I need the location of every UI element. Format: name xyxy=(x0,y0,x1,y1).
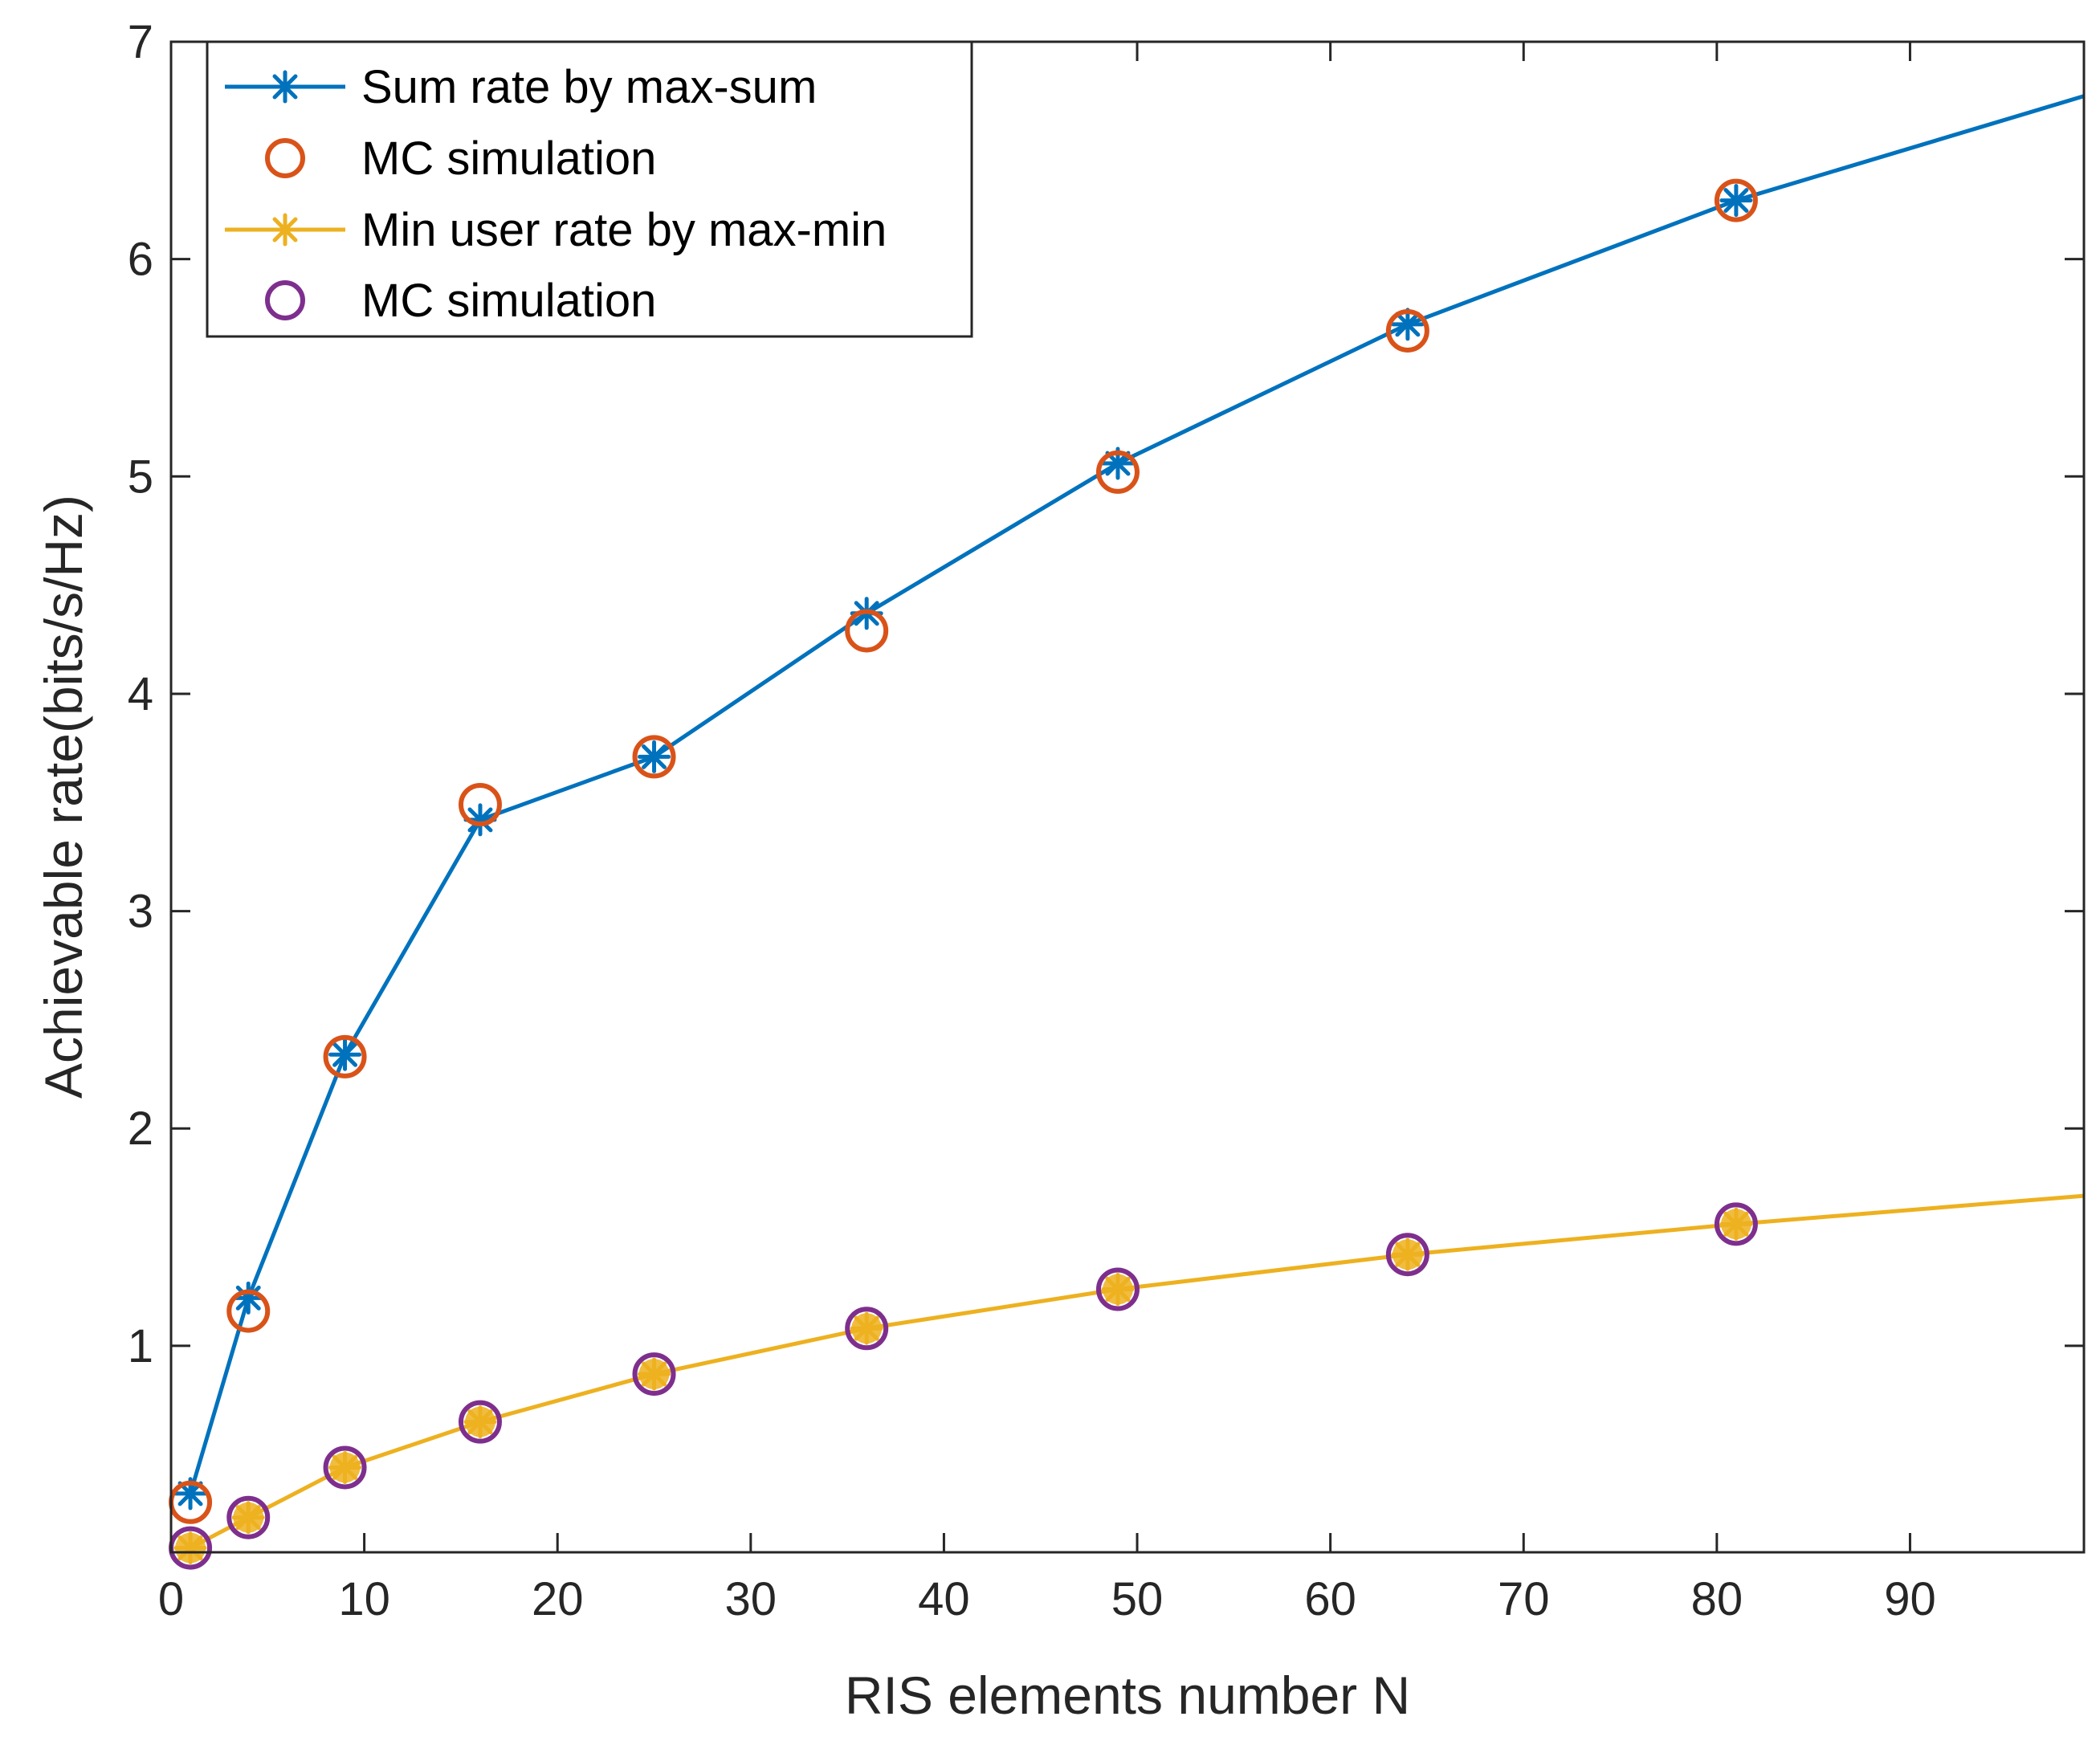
data-point xyxy=(1102,1274,1133,1305)
x-tick-label: 50 xyxy=(1111,1573,1164,1625)
ticks-layer: 0 10 20 30 40 50 60 70 80 90 1 2 3 4 5 6 7 xyxy=(128,16,2084,1625)
data-point xyxy=(1714,1202,1758,1246)
y-tick-label: 5 xyxy=(128,451,153,503)
data-point xyxy=(851,1313,883,1344)
legend: Sum rate by max-sum MC simulation Min user… xyxy=(206,40,973,338)
series-1 xyxy=(169,178,1758,1524)
series-layer xyxy=(169,94,2085,1570)
yellow-fill-overlay xyxy=(175,1209,1751,1564)
y-tick-label: 4 xyxy=(128,668,153,720)
legend-label: Sum rate by max-sum xyxy=(361,61,817,113)
data-point xyxy=(1385,308,1429,353)
y-tick-label: 6 xyxy=(128,234,153,286)
data-point xyxy=(1385,1233,1429,1277)
x-tick-label: 40 xyxy=(918,1573,970,1625)
data-point xyxy=(328,1038,362,1071)
data-point xyxy=(329,1452,361,1483)
x-tick-label: 30 xyxy=(725,1573,777,1625)
legend-item: Sum rate by max-sum xyxy=(225,61,817,113)
data-point xyxy=(1095,1267,1140,1311)
legend-label: MC simulation xyxy=(361,133,656,185)
legend-label: Min user rate by max-min xyxy=(361,204,887,256)
data-point xyxy=(1714,178,1758,222)
x-axis-label: RIS elements number N xyxy=(845,1666,1410,1725)
data-point xyxy=(1720,1209,1751,1240)
legend-swatch-marker xyxy=(265,138,305,178)
data-point xyxy=(226,1495,271,1539)
y-tick-label: 3 xyxy=(128,886,153,938)
data-point xyxy=(464,1406,495,1437)
data-point xyxy=(323,1445,367,1490)
data-point xyxy=(638,1359,670,1390)
legend-item: MC simulation xyxy=(265,133,656,185)
series-line xyxy=(189,1193,2085,1550)
y-tick-label: 1 xyxy=(128,1320,153,1372)
series-line xyxy=(188,94,2085,1494)
data-point xyxy=(175,1532,206,1564)
y-axis-label: Achievable rate(bits/s/Hz) xyxy=(34,495,93,1099)
legend-item: Min user rate by max-min xyxy=(225,204,887,256)
data-point xyxy=(632,1352,676,1396)
data-point xyxy=(638,740,671,773)
x-tick-label: 20 xyxy=(532,1573,584,1625)
legend-item: MC simulation xyxy=(265,275,656,327)
x-tick-label: 10 xyxy=(338,1573,390,1625)
data-point xyxy=(233,1502,264,1533)
legend-swatch-marker xyxy=(265,280,305,320)
x-tick-label: 0 xyxy=(158,1573,184,1625)
data-point xyxy=(1095,450,1140,494)
legend-items: Sum rate by max-sum MC simulation Min user… xyxy=(225,61,887,327)
axes-box xyxy=(169,40,2086,1554)
data-point xyxy=(845,609,889,653)
legend-swatch-marker xyxy=(268,70,302,104)
data-point xyxy=(632,735,676,779)
x-tick-label: 70 xyxy=(1498,1573,1550,1625)
data-point xyxy=(226,1289,271,1333)
series-3 xyxy=(169,1202,1758,1570)
data-point xyxy=(458,1400,502,1444)
data-point xyxy=(1391,308,1425,341)
legend-label: MC simulation xyxy=(361,275,656,327)
x-tick-label: 90 xyxy=(1884,1573,1936,1625)
data-point xyxy=(1392,1239,1423,1270)
y-tick-label: 2 xyxy=(128,1103,153,1155)
data-point xyxy=(323,1034,367,1078)
x-tick-label: 80 xyxy=(1691,1573,1743,1625)
data-point xyxy=(458,782,502,826)
data-point xyxy=(845,1307,889,1351)
legend-swatch-marker xyxy=(268,213,302,247)
data-point xyxy=(1719,184,1753,218)
legend-box xyxy=(206,40,973,338)
y-tick-label: 7 xyxy=(128,16,153,68)
x-tick-label: 60 xyxy=(1304,1573,1356,1625)
data-point xyxy=(231,1281,265,1315)
